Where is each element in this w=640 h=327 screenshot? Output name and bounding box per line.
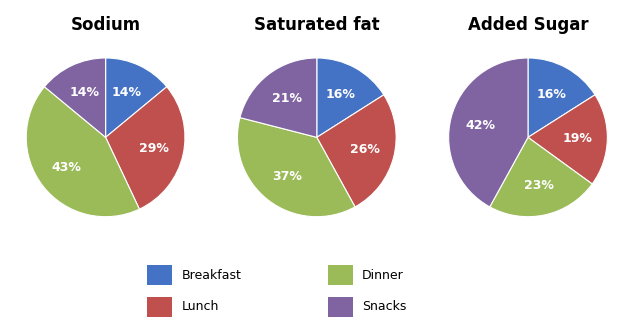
Title: Added Sugar: Added Sugar xyxy=(468,16,588,34)
Wedge shape xyxy=(528,95,607,184)
Wedge shape xyxy=(240,58,317,137)
Wedge shape xyxy=(106,58,167,137)
Title: Sodium: Sodium xyxy=(70,16,141,34)
Text: 16%: 16% xyxy=(537,88,566,101)
Text: 14%: 14% xyxy=(111,86,141,99)
Text: Lunch: Lunch xyxy=(182,301,219,313)
Wedge shape xyxy=(237,118,355,217)
Text: 42%: 42% xyxy=(465,119,495,131)
Text: 14%: 14% xyxy=(70,86,100,99)
Text: 29%: 29% xyxy=(139,142,168,155)
Text: 19%: 19% xyxy=(563,132,592,146)
Title: Saturated fat: Saturated fat xyxy=(254,16,380,34)
Wedge shape xyxy=(317,95,396,207)
Bar xyxy=(147,265,172,285)
Text: 26%: 26% xyxy=(349,143,380,156)
Wedge shape xyxy=(449,58,528,207)
Wedge shape xyxy=(528,58,595,137)
Text: 21%: 21% xyxy=(271,92,301,105)
Text: Snacks: Snacks xyxy=(362,301,406,313)
Bar xyxy=(328,297,353,317)
Bar xyxy=(328,265,353,285)
Text: Breakfast: Breakfast xyxy=(182,269,242,282)
Wedge shape xyxy=(44,58,106,137)
Text: 37%: 37% xyxy=(272,170,301,183)
Text: 23%: 23% xyxy=(524,179,554,192)
Wedge shape xyxy=(106,87,185,209)
Text: 16%: 16% xyxy=(326,88,355,101)
Wedge shape xyxy=(26,87,140,217)
Bar xyxy=(147,297,172,317)
Wedge shape xyxy=(490,137,592,217)
Text: 43%: 43% xyxy=(52,161,82,174)
Text: Dinner: Dinner xyxy=(362,269,404,282)
Wedge shape xyxy=(317,58,384,137)
